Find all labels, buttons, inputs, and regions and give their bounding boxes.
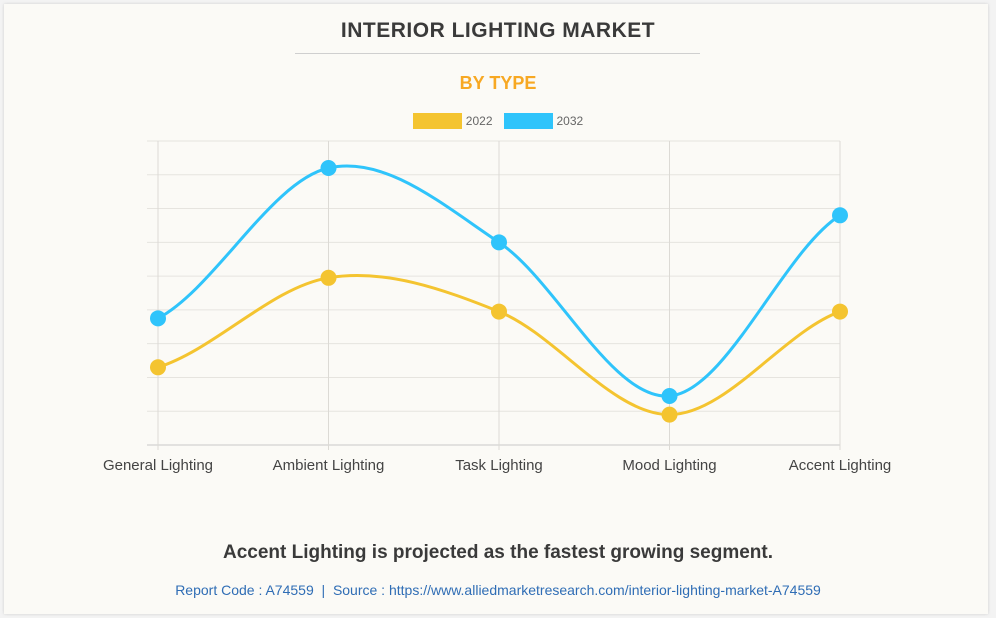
- data-point-2032[interactable]: [832, 207, 848, 224]
- data-point-2022[interactable]: [832, 303, 848, 320]
- data-point-2022[interactable]: [150, 359, 166, 376]
- legend-item-2022[interactable]: 2022: [412, 113, 493, 129]
- data-point-2022[interactable]: [491, 303, 507, 320]
- x-tick-label: Accent Lighting: [789, 457, 892, 474]
- x-tick-label: General Lighting: [103, 457, 213, 474]
- legend: 2022 2032: [0, 113, 996, 129]
- key-finding: Accent Lighting is projected as the fast…: [222, 542, 774, 563]
- data-point-2032[interactable]: [320, 160, 337, 177]
- data-point-2022[interactable]: [320, 269, 337, 286]
- legend-swatch-2022: [412, 113, 462, 129]
- legend-item-2032[interactable]: 2032: [503, 113, 584, 129]
- source-line: Report Code : A74559 | Source : https://…: [0, 582, 996, 598]
- legend-label-2032: 2032: [556, 114, 584, 128]
- source-link[interactable]: Source : https://www.alliedmarketresearc…: [332, 582, 821, 598]
- data-point-2022[interactable]: [661, 406, 678, 423]
- title-divider: [295, 53, 700, 54]
- data-point-2032[interactable]: [661, 388, 678, 405]
- data-point-2032[interactable]: [491, 234, 507, 251]
- chart-title: INTERIOR LIGHTING MARKET: [340, 19, 656, 42]
- legend-label-2022: 2022: [465, 114, 493, 128]
- chart-subtitle: BY TYPE: [459, 73, 537, 93]
- x-tick-label: Task Lighting: [455, 457, 543, 474]
- x-tick-label: Mood Lighting: [622, 457, 716, 474]
- data-point-2032[interactable]: [150, 310, 166, 327]
- x-tick-label: Ambient Lighting: [273, 457, 385, 474]
- source-separator: |: [321, 582, 326, 598]
- report-code: Report Code : A74559: [175, 582, 314, 598]
- legend-swatch-2032: [503, 113, 553, 129]
